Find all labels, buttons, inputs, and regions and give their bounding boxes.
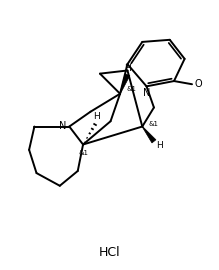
Text: N: N <box>59 121 66 131</box>
Text: H: H <box>156 141 162 150</box>
Polygon shape <box>120 74 130 94</box>
Text: H: H <box>93 112 100 121</box>
Text: H: H <box>125 64 131 73</box>
Text: &1: &1 <box>148 122 158 127</box>
Polygon shape <box>142 126 156 143</box>
Text: O: O <box>194 79 202 89</box>
Text: N: N <box>143 88 150 98</box>
Text: &1: &1 <box>126 86 136 92</box>
Text: HCl: HCl <box>99 246 120 259</box>
Text: &1: &1 <box>78 150 88 156</box>
